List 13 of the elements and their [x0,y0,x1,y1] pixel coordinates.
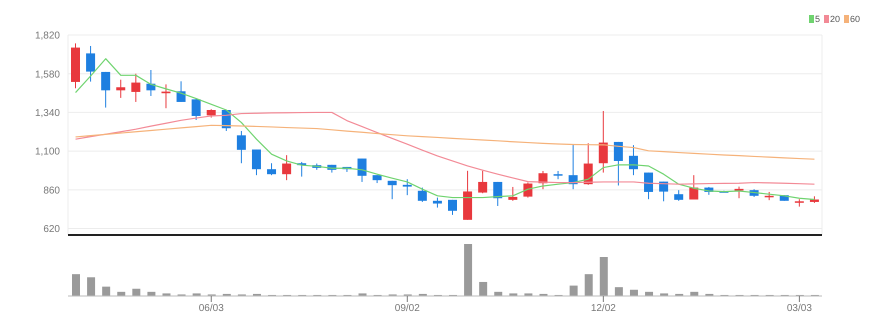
y-tick-label: 620 [43,224,60,236]
y-tick-label: 1,340 [34,108,60,119]
y-tick-label: 1,820 [34,30,60,42]
y-tick-label: 1,100 [34,146,60,158]
x-tick-label: 03/03 [786,303,812,314]
y-tick-label: 1,580 [34,69,60,80]
x-tick-label: 06/03 [198,303,224,314]
legend-label: 20 [830,14,840,24]
x-tick-label: 12/02 [590,303,616,314]
legend-label: 60 [850,14,860,24]
y-tick-label: 860 [43,185,60,196]
legend-label: 5 [814,14,820,24]
x-tick-label: 09/02 [394,303,420,314]
